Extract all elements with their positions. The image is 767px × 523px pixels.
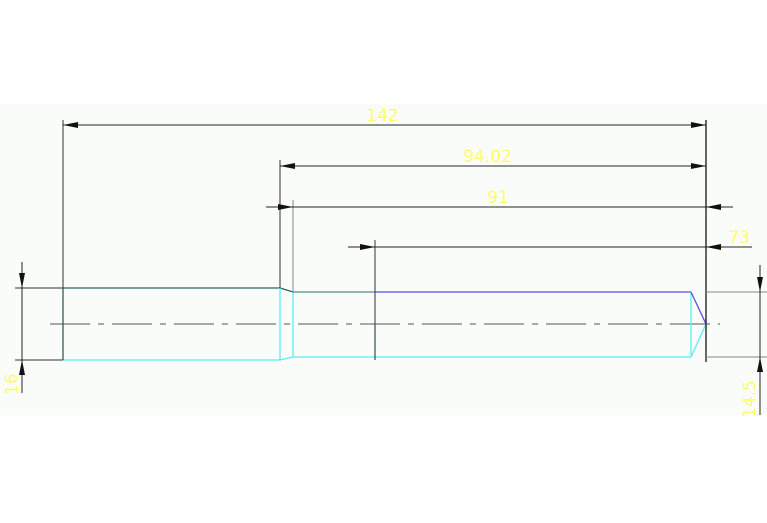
dim-text-73: 73	[728, 228, 750, 248]
extension-lines	[15, 120, 767, 362]
drawing-area	[0, 104, 767, 415]
dim-text-91: 91	[487, 188, 509, 208]
dim-text-16: 16	[2, 373, 22, 395]
dimension-lines	[19, 122, 763, 415]
dim-text-142: 142	[366, 106, 398, 126]
dim-text-14-5: 14.5	[740, 380, 760, 418]
dim-text-94-02: 94.02	[463, 147, 512, 167]
